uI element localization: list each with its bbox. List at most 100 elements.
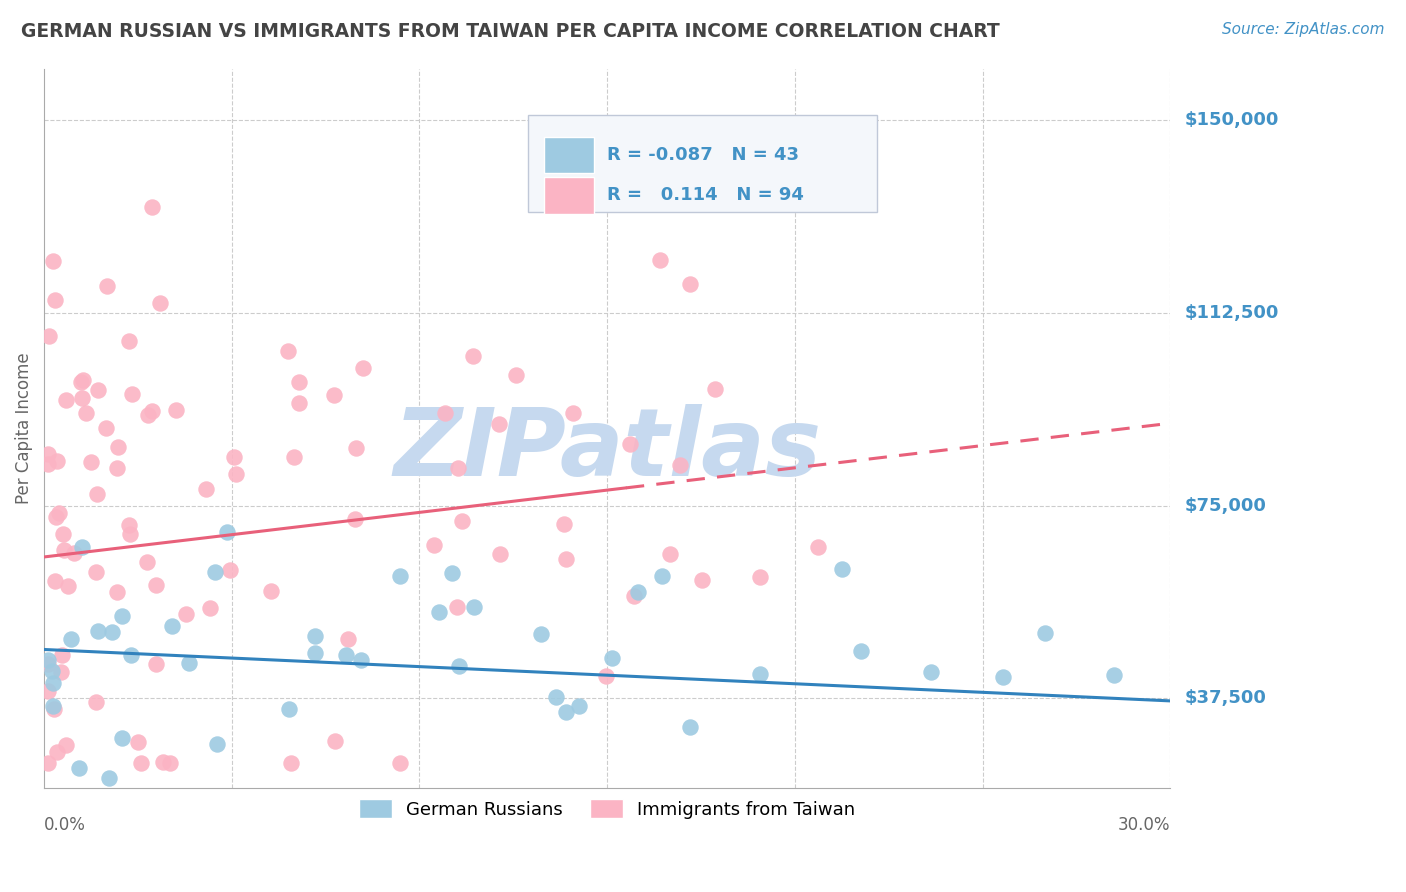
Point — [37, 756, 59, 770]
Point — [159, 756, 181, 770]
Point — [165, 403, 187, 417]
Point — [58, 579, 80, 593]
Point — [118, 334, 141, 348]
Point — [52, 542, 75, 557]
Point — [224, 450, 246, 465]
Point — [831, 562, 853, 576]
Point — [200, 600, 222, 615]
Point — [669, 458, 692, 472]
Point — [70, 375, 93, 389]
Point — [75, 407, 97, 421]
Y-axis label: Per Capita Income: Per Capita Income — [15, 352, 32, 504]
Text: ZIPatlas: ZIPatlas — [394, 404, 821, 496]
Point — [41, 676, 63, 690]
Point — [111, 609, 134, 624]
Point — [67, 761, 90, 775]
Text: $75,000: $75,000 — [1184, 497, 1265, 515]
Text: $112,500: $112,500 — [1184, 304, 1278, 322]
Point — [45, 509, 67, 524]
Point — [37, 447, 59, 461]
Point — [129, 756, 152, 770]
Point — [205, 737, 228, 751]
Point — [121, 387, 143, 401]
Point — [278, 702, 301, 716]
Point — [553, 516, 575, 531]
Point — [42, 698, 65, 713]
Point — [447, 461, 470, 475]
Point — [336, 632, 359, 647]
Point — [807, 540, 830, 554]
Point — [118, 517, 141, 532]
Point — [323, 388, 346, 402]
Point — [51, 648, 73, 663]
Point — [433, 406, 456, 420]
Point — [37, 653, 59, 667]
Point — [304, 629, 326, 643]
Point — [1102, 668, 1125, 682]
Point — [149, 295, 172, 310]
Point — [101, 625, 124, 640]
Point — [94, 421, 117, 435]
Text: $37,500: $37,500 — [1184, 690, 1265, 707]
Point — [152, 755, 174, 769]
Point — [177, 656, 200, 670]
Point — [145, 657, 167, 671]
Point — [451, 514, 474, 528]
Point — [623, 589, 645, 603]
Point — [44, 574, 66, 588]
Point — [45, 745, 67, 759]
Point — [344, 441, 367, 455]
Point — [449, 658, 471, 673]
Point — [174, 607, 197, 622]
FancyBboxPatch shape — [529, 115, 877, 212]
Point — [55, 393, 77, 408]
Point — [86, 487, 108, 501]
Text: $150,000: $150,000 — [1184, 111, 1278, 129]
Point — [60, 632, 83, 647]
Point — [44, 293, 66, 307]
Point — [204, 565, 226, 579]
Point — [626, 584, 648, 599]
Point — [1033, 626, 1056, 640]
Text: 0.0%: 0.0% — [44, 815, 86, 834]
Point — [530, 627, 553, 641]
Point — [389, 756, 412, 770]
Point — [352, 361, 374, 376]
Point — [87, 624, 110, 639]
Text: Source: ZipAtlas.com: Source: ZipAtlas.com — [1222, 22, 1385, 37]
Point — [217, 524, 239, 539]
Point — [429, 605, 451, 619]
Point — [136, 408, 159, 422]
Point — [41, 664, 63, 678]
Point — [749, 569, 772, 583]
Point — [488, 547, 510, 561]
Point — [562, 406, 585, 420]
Point — [659, 547, 682, 561]
Point — [96, 279, 118, 293]
Point — [145, 578, 167, 592]
Point — [651, 569, 673, 583]
Point — [48, 506, 70, 520]
Point — [554, 706, 576, 720]
Point — [505, 368, 527, 383]
Point — [259, 584, 281, 599]
Point — [619, 436, 641, 450]
FancyBboxPatch shape — [544, 177, 593, 214]
Point — [555, 552, 578, 566]
Point — [70, 391, 93, 405]
Point — [544, 690, 567, 705]
Point — [343, 512, 366, 526]
Point — [42, 702, 65, 716]
Text: R = -0.087   N = 43: R = -0.087 N = 43 — [607, 146, 799, 164]
Point — [335, 648, 357, 663]
Point — [51, 665, 73, 679]
Point — [120, 648, 142, 662]
Point — [446, 599, 468, 614]
Point — [37, 458, 59, 472]
Point — [849, 643, 872, 657]
Point — [160, 619, 183, 633]
Point — [84, 695, 107, 709]
Point — [127, 735, 149, 749]
Point — [42, 254, 65, 268]
Point — [679, 277, 702, 292]
